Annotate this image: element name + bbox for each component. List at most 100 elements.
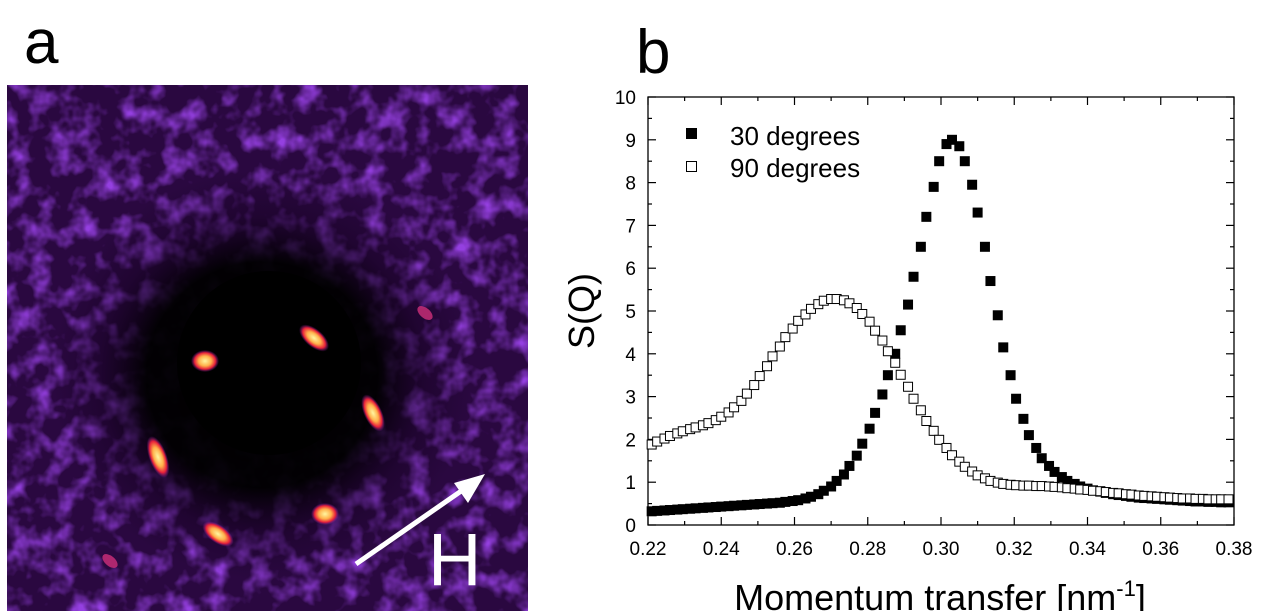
point-30-degrees bbox=[793, 495, 804, 506]
point-90-degrees bbox=[934, 434, 945, 445]
y-tick-label: 10 bbox=[615, 88, 636, 109]
bragg-spot bbox=[299, 324, 329, 352]
point-30-degrees bbox=[703, 502, 714, 513]
point-90-degrees bbox=[729, 402, 740, 413]
y-tick-label: 4 bbox=[625, 345, 636, 366]
series-90-degrees bbox=[646, 294, 1234, 505]
point-90-degrees bbox=[895, 369, 906, 380]
point-30-degrees bbox=[864, 423, 875, 434]
point-30-degrees bbox=[690, 503, 701, 514]
point-30-degrees bbox=[985, 276, 996, 287]
point-30-degrees bbox=[908, 271, 919, 282]
point-90-degrees bbox=[857, 308, 868, 319]
point-30-degrees bbox=[1011, 393, 1022, 404]
point-90-degrees bbox=[882, 346, 893, 357]
panel-b-letter: b bbox=[636, 18, 671, 87]
point-30-degrees bbox=[857, 438, 868, 449]
point-30-degrees bbox=[818, 485, 829, 496]
point-30-degrees bbox=[934, 156, 945, 167]
y-tick-label: 1 bbox=[625, 473, 636, 494]
y-tick-label: 3 bbox=[625, 388, 636, 409]
point-90-degrees bbox=[908, 393, 919, 404]
point-90-degrees bbox=[774, 341, 785, 352]
point-30-degrees bbox=[813, 489, 824, 500]
panel-a-letter: a bbox=[24, 8, 59, 77]
x-tick-label: 0.24 bbox=[703, 539, 740, 560]
point-30-degrees bbox=[954, 141, 965, 152]
y-axis-title: S(Q) bbox=[561, 273, 602, 349]
legend-marker-filled bbox=[686, 128, 697, 139]
point-30-degrees bbox=[762, 498, 773, 509]
x-tick-label: 0.38 bbox=[1216, 539, 1253, 560]
point-30-degrees bbox=[741, 499, 752, 510]
x-axis-title-bracket: ] bbox=[1136, 577, 1146, 611]
legend-label-30: 30 degrees bbox=[730, 121, 860, 151]
point-30-degrees bbox=[677, 504, 688, 515]
point-30-degrees bbox=[754, 499, 765, 510]
y-tick-label: 9 bbox=[625, 131, 636, 152]
point-30-degrees bbox=[1049, 466, 1060, 477]
point-30-degrees bbox=[659, 505, 670, 516]
point-30-degrees bbox=[877, 389, 888, 400]
point-30-degrees bbox=[749, 499, 760, 510]
point-90-degrees bbox=[864, 316, 875, 327]
y-tick-label: 7 bbox=[625, 216, 636, 237]
point-90-degrees bbox=[870, 325, 881, 336]
point-90-degrees bbox=[903, 381, 914, 392]
point-30-degrees bbox=[838, 469, 849, 480]
axis-tick-labels: 0.22 0.24 0.26 0.28 0.30 0.32 0.34 0.36 0.38 0 1 2 3… bbox=[615, 88, 1253, 560]
point-90-degrees bbox=[754, 371, 765, 382]
point-90-degrees bbox=[787, 323, 798, 334]
point-30-degrees bbox=[664, 505, 675, 516]
x-tick-label: 0.36 bbox=[1142, 539, 1179, 560]
point-90-degrees bbox=[1223, 494, 1234, 505]
point-30-degrees bbox=[729, 500, 740, 511]
point-30-degrees bbox=[1005, 370, 1016, 381]
point-30-degrees bbox=[946, 134, 957, 145]
point-90-degrees bbox=[741, 388, 752, 399]
point-30-degrees bbox=[805, 491, 816, 502]
point-30-degrees bbox=[774, 497, 785, 508]
x-axis-title-main: Momentum transfer [nm bbox=[734, 577, 1116, 611]
point-30-degrees bbox=[870, 407, 881, 418]
point-30-degrees bbox=[685, 503, 696, 514]
x-tick-label: 0.28 bbox=[849, 539, 886, 560]
x-axis-title-exponent: -1 bbox=[1116, 576, 1136, 601]
point-90-degrees bbox=[749, 380, 760, 391]
point-90-degrees bbox=[793, 315, 804, 326]
bragg-spot bbox=[311, 503, 339, 525]
point-30-degrees bbox=[882, 370, 893, 381]
point-30-degrees bbox=[697, 502, 708, 513]
point-90-degrees bbox=[954, 456, 965, 467]
bragg-spot-faint bbox=[417, 306, 433, 320]
bragg-spot bbox=[191, 350, 219, 372]
point-90-degrees bbox=[767, 351, 778, 362]
x-tick-label: 0.26 bbox=[776, 539, 813, 560]
point-30-degrees bbox=[915, 241, 926, 252]
bragg-spot-faint bbox=[102, 554, 118, 568]
point-30-degrees bbox=[959, 156, 970, 167]
central-beamstop bbox=[177, 271, 361, 455]
point-30-degrees bbox=[800, 493, 811, 504]
point-90-degrees bbox=[946, 450, 957, 461]
point-30-degrees bbox=[1023, 430, 1034, 441]
point-30-degrees bbox=[1036, 453, 1047, 464]
point-90-degrees bbox=[915, 405, 926, 416]
y-tick-label: 6 bbox=[625, 259, 636, 280]
point-30-degrees bbox=[652, 505, 663, 516]
point-90-degrees bbox=[780, 332, 791, 343]
point-30-degrees bbox=[767, 498, 778, 509]
point-30-degrees bbox=[1018, 413, 1029, 424]
point-30-degrees bbox=[941, 139, 952, 150]
bragg-spot bbox=[146, 436, 170, 478]
point-30-degrees bbox=[967, 179, 978, 190]
point-90-degrees bbox=[928, 425, 939, 436]
point-90-degrees bbox=[762, 361, 773, 372]
point-30-degrees bbox=[826, 481, 837, 492]
legend: 30 degrees 90 degrees bbox=[686, 121, 860, 183]
point-30-degrees bbox=[672, 504, 683, 515]
point-90-degrees bbox=[890, 357, 901, 368]
point-30-degrees bbox=[1062, 475, 1073, 486]
diffraction-pattern-image: H bbox=[7, 85, 528, 611]
field-label: H bbox=[428, 518, 481, 601]
